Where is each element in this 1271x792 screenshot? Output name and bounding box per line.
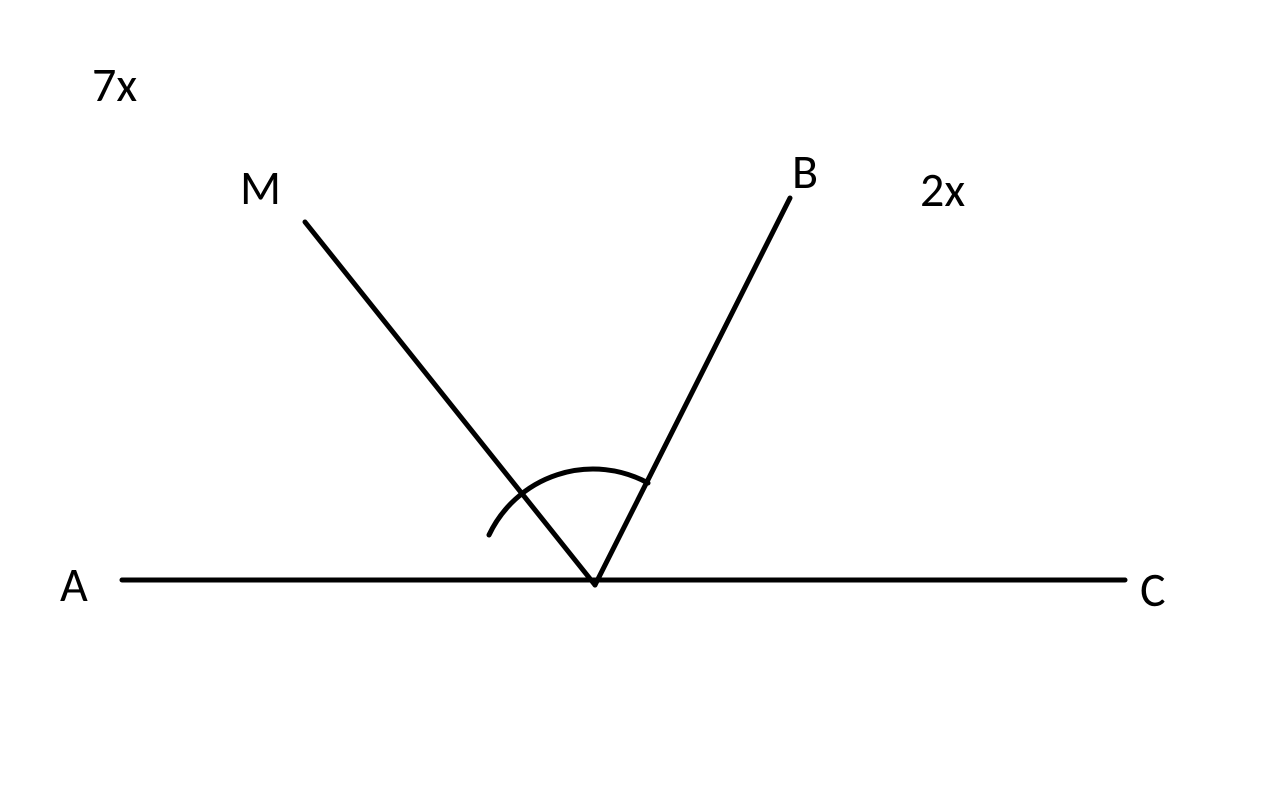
label-a: A [60,555,88,614]
diagram-svg [0,0,1271,792]
line-2 [595,198,790,585]
angle-label-2x: 2x [920,160,965,219]
geometry-diagram: A C M B 7x 2x [0,0,1271,792]
angle-label-7x: 7x [92,55,137,114]
label-c: C [1140,560,1166,619]
line-1 [305,222,595,585]
label-b: B [792,142,818,201]
label-m: M [240,158,281,217]
